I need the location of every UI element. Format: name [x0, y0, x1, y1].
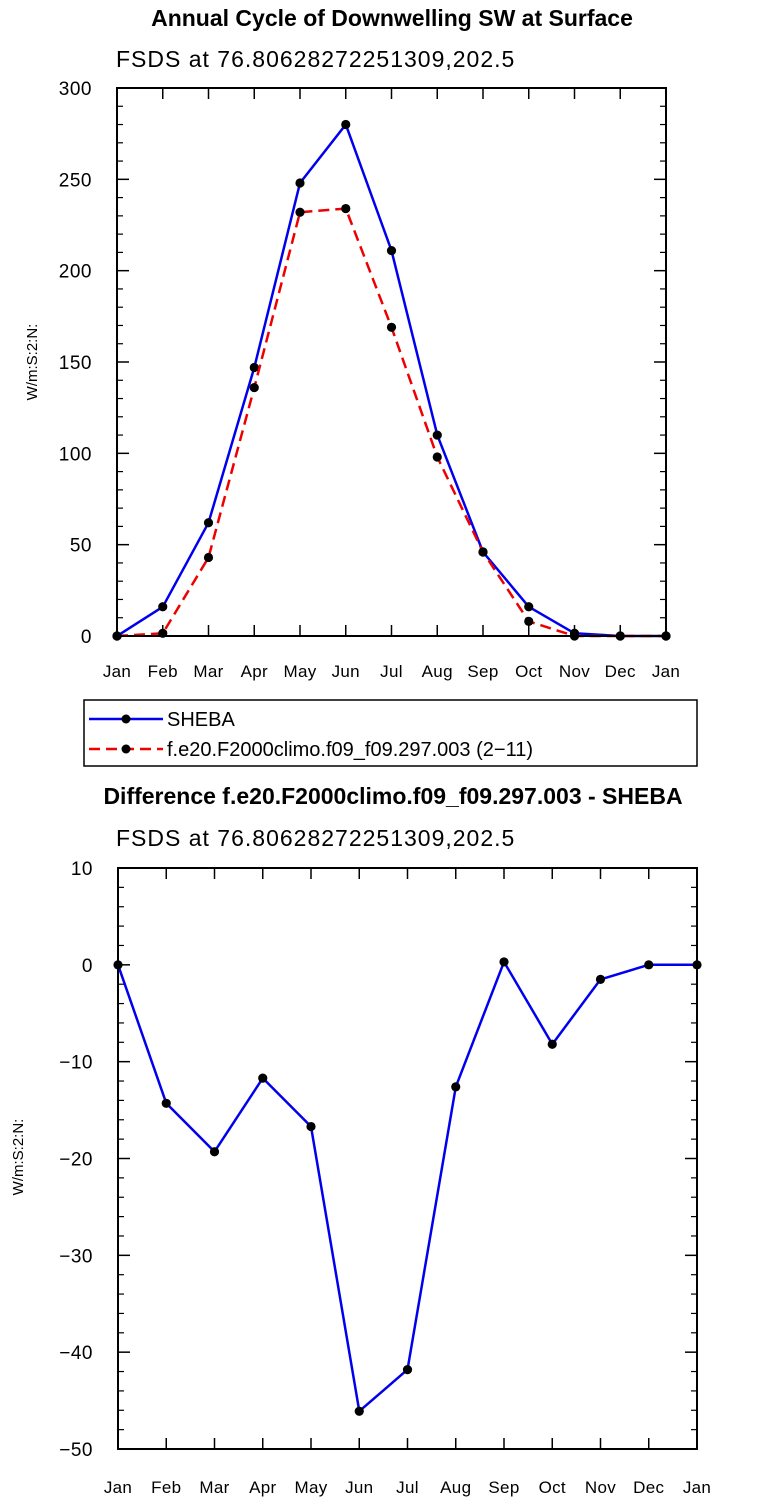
y-tick-label: 300 [59, 79, 92, 100]
x-tick-label: Aug [422, 662, 453, 681]
data-point [295, 207, 305, 217]
y-tick-label: 250 [59, 170, 92, 191]
data-point [341, 119, 351, 130]
legend-marker-sheba [121, 714, 131, 724]
data-point [249, 362, 259, 373]
legend-label-model: f.e20.F2000climo.f09_f09.297.003 (2−11) [167, 739, 533, 761]
data-point [341, 203, 351, 214]
y-tick-label: 150 [59, 353, 92, 374]
x-tick-label: Jul [396, 1478, 419, 1497]
data-point [524, 616, 534, 626]
data-point [451, 1082, 461, 1092]
x-tick-label: Dec [633, 1478, 664, 1497]
x-tick-label: Sep [488, 1478, 519, 1497]
x-tick-label: Oct [539, 1478, 566, 1497]
difference-chart: Difference f.e20.F2000climo.f09_f09.297.… [10, 783, 711, 1497]
x-tick-label: Jan [103, 662, 131, 681]
x-tick-label: Jan [104, 1478, 132, 1497]
x-tick-label: Aug [440, 1478, 471, 1497]
x-tick-label: Dec [605, 662, 636, 681]
x-tick-label: May [294, 1478, 327, 1497]
x-tick-label: Mar [193, 662, 223, 681]
data-point [354, 1406, 364, 1416]
chart2-subtitle: FSDS at 76.80628272251309,202.5 [116, 825, 515, 851]
data-point [249, 382, 259, 393]
chart2-plot-frame [117, 867, 698, 1450]
y-tick-label: 10 [71, 859, 93, 880]
x-tick-label: Apr [249, 1478, 276, 1497]
chart1-subtitle: FSDS at 76.80628272251309,202.5 [116, 46, 515, 72]
y-tick-label: −10 [59, 1053, 93, 1074]
chart1-title: Annual Cycle of Downwelling SW at Surfac… [151, 5, 633, 31]
chart1-plot-frame [116, 87, 667, 637]
y-tick-label: 200 [59, 262, 92, 283]
x-tick-label: Nov [559, 662, 590, 681]
data-point [203, 518, 214, 528]
y-tick-label: 0 [82, 956, 93, 977]
x-tick-label: Jul [380, 662, 403, 681]
data-point [386, 245, 397, 256]
data-point [161, 1098, 171, 1108]
x-tick-label: Mar [199, 1478, 229, 1497]
data-point [478, 547, 488, 557]
data-point [258, 1073, 268, 1083]
data-point [432, 430, 442, 440]
data-point [386, 322, 397, 332]
y-tick-label: 0 [81, 627, 92, 648]
x-tick-label: Jan [683, 1478, 711, 1497]
x-tick-label: Feb [148, 662, 178, 681]
chart2-y-axis-label: W/m:S:2:N: [10, 1119, 27, 1196]
x-tick-label: Jan [652, 662, 680, 681]
data-point [158, 602, 168, 612]
y-tick-label: −30 [59, 1246, 93, 1267]
legend-label-sheba: SHEBA [167, 709, 235, 731]
chart1-legend: SHEBA f.e20.F2000climo.f09_f09.297.003 (… [83, 699, 698, 767]
x-tick-label: Feb [151, 1478, 181, 1497]
series-line-1 [116, 123, 666, 638]
x-tick-label: Sep [467, 662, 498, 681]
x-tick-label: Jun [332, 662, 360, 681]
data-point [432, 452, 442, 462]
x-tick-label: Jun [345, 1478, 373, 1497]
data-point [547, 1039, 557, 1049]
data-point [209, 1147, 220, 1157]
series-line-2 [116, 207, 666, 638]
legend-marker-model [121, 744, 131, 754]
series-line-1 [116, 960, 697, 1413]
data-point [306, 1121, 316, 1132]
chart1-y-axis-label: W/m:S:2:N: [24, 324, 41, 401]
x-tick-label: Oct [515, 662, 542, 681]
x-tick-label: Apr [241, 662, 268, 681]
y-tick-label: 100 [59, 444, 92, 465]
y-tick-label: −50 [59, 1440, 93, 1461]
data-point [524, 602, 534, 612]
data-point [644, 960, 654, 970]
data-point [499, 957, 509, 967]
y-tick-label: −40 [59, 1343, 93, 1364]
y-tick-label: −20 [59, 1150, 93, 1171]
x-tick-label: Nov [585, 1478, 616, 1497]
annual-cycle-chart: Annual Cycle of Downwelling SW at Surfac… [24, 5, 698, 767]
data-point [595, 974, 606, 984]
legend-box [83, 699, 698, 767]
y-tick-label: 50 [70, 536, 92, 557]
data-point [203, 552, 214, 563]
chart2-title: Difference f.e20.F2000climo.f09_f09.297.… [103, 783, 682, 809]
x-tick-label: May [283, 662, 316, 681]
data-point [402, 1364, 413, 1375]
data-point [295, 178, 305, 188]
